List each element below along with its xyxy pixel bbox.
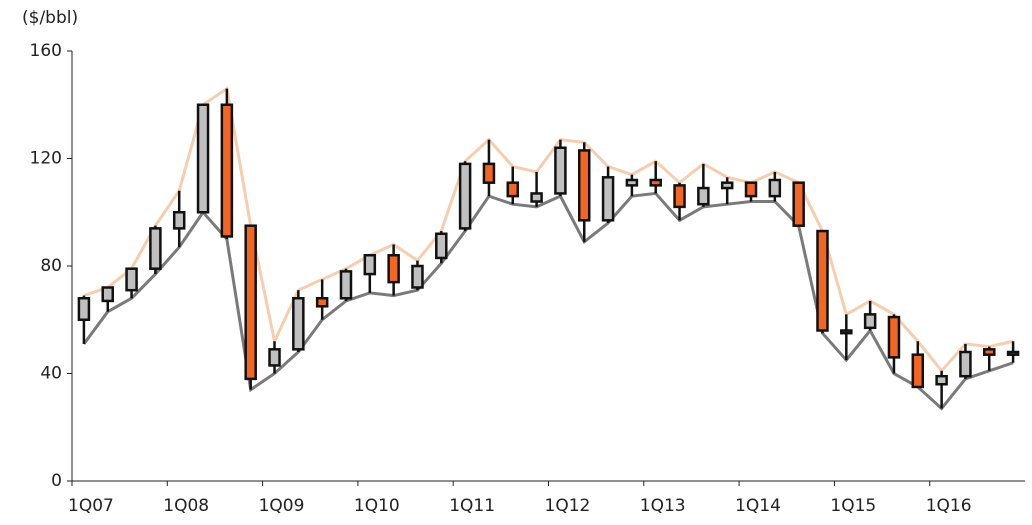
- candle-body: [673, 184, 686, 209]
- x-tick-label: 1Q08: [163, 496, 209, 516]
- candle-body: [506, 181, 520, 198]
- candle-body: [77, 297, 91, 321]
- x-tick-label: 1Q10: [354, 496, 400, 516]
- x-tick-label: 1Q15: [830, 496, 876, 516]
- candle-body: [935, 374, 948, 386]
- candle-body: [983, 348, 996, 356]
- candle-body: [101, 286, 114, 303]
- candle-body: [911, 353, 925, 389]
- candle-body: [172, 211, 186, 230]
- x-tick-label: 1Q12: [545, 496, 591, 516]
- y-axis-label: ($/bbl): [22, 8, 78, 28]
- low-line: [82, 191, 1014, 411]
- candle-body: [149, 227, 162, 270]
- candle-body: [292, 297, 305, 351]
- x-tick-label: 1Q07: [68, 496, 114, 516]
- candle-body: [363, 254, 377, 276]
- candle-body: [649, 178, 662, 187]
- candle-body: [816, 229, 829, 332]
- x-tick-label: 1Q16: [926, 496, 972, 516]
- candle-body: [411, 264, 424, 289]
- candle-body: [482, 162, 496, 184]
- candle-body: [1006, 350, 1020, 356]
- candle-body: [744, 181, 758, 198]
- candle-body: [768, 178, 782, 198]
- x-tick-label: 1Q09: [259, 496, 305, 516]
- candle-body: [601, 176, 615, 222]
- candle-body: [577, 149, 591, 222]
- y-tick-label: 160: [30, 41, 62, 61]
- candle-body: [697, 186, 710, 206]
- candle-body: [840, 329, 853, 335]
- candle-body: [458, 162, 472, 230]
- y-tick-label: 80: [40, 256, 62, 276]
- candle-body: [625, 178, 639, 187]
- candle-body: [530, 192, 543, 203]
- candle-body: [720, 181, 734, 190]
- candle-body: [387, 254, 400, 284]
- candle-body: [125, 267, 138, 292]
- high-line: [83, 86, 1014, 374]
- y-tick-label: 0: [51, 471, 62, 491]
- candle-body: [196, 103, 210, 214]
- candle-body: [792, 181, 805, 227]
- x-tick-label: 1Q13: [640, 496, 686, 516]
- candle-body: [887, 315, 901, 359]
- candle-body: [863, 313, 877, 330]
- y-tick-label: 120: [30, 149, 62, 169]
- candle-body: [268, 348, 281, 367]
- candle-body: [554, 146, 567, 195]
- candle-body: [959, 350, 972, 378]
- x-tick-label: 1Q14: [735, 496, 781, 516]
- candle-body: [339, 270, 353, 300]
- y-tick-label: 40: [40, 364, 62, 384]
- candle-body: [435, 232, 448, 260]
- x-tick-label: 1Q11: [449, 496, 495, 516]
- candle-body: [244, 224, 257, 381]
- candle-body: [220, 103, 234, 238]
- candle-body: [315, 297, 329, 308]
